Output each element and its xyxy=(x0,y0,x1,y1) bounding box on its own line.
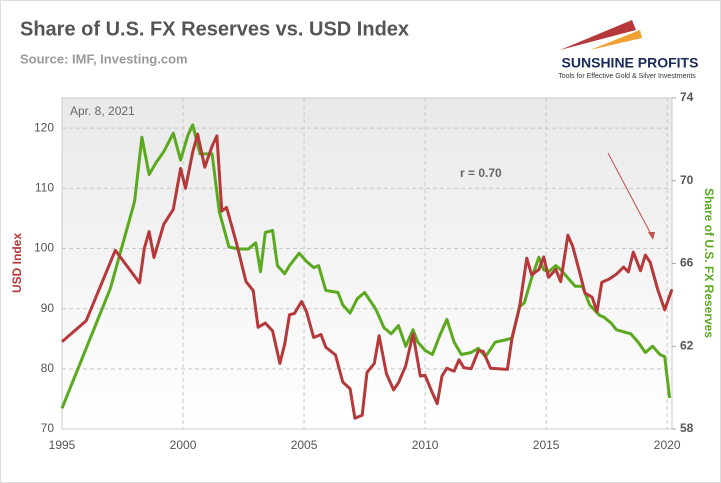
logo-swoosh xyxy=(590,30,642,50)
y2-axis-label: Share of U.S. FX Reserves xyxy=(702,188,716,338)
correlation-note: r = 0.70 xyxy=(460,166,502,180)
y-tick-label: 90 xyxy=(41,301,55,315)
x-tick-label: 2015 xyxy=(533,438,560,452)
logo: SUNSHINE PROFITS Tools for Effective Gol… xyxy=(558,20,698,80)
x-tick-label: 2005 xyxy=(291,438,318,452)
chart-title: Share of U.S. FX Reserves vs. USD Index xyxy=(20,18,409,40)
y-axis-label: USD Index xyxy=(10,233,24,293)
logo-swoosh xyxy=(560,20,636,50)
annotation-arrow xyxy=(607,152,654,239)
y2-tick-label: 62 xyxy=(680,338,694,352)
chart-subtitle: Source: IMF, Investing.com xyxy=(20,51,188,66)
x-tick-label: 2010 xyxy=(412,438,439,452)
y-tick-label: 70 xyxy=(41,421,55,435)
logo-tagline: Tools for Effective Gold & Silver Invest… xyxy=(558,73,696,80)
y2-tick-label: 66 xyxy=(680,256,694,270)
y-tick-label: 100 xyxy=(34,241,54,255)
date-note: Apr. 8, 2021 xyxy=(70,104,135,118)
x-tick-label: 2000 xyxy=(170,438,197,452)
x-tick-label: 1995 xyxy=(49,438,76,452)
y-tick-label: 110 xyxy=(35,180,54,194)
annotation-arrowhead xyxy=(648,232,655,240)
logo-name: SUNSHINE PROFITS xyxy=(562,55,699,71)
y-tick-label: 120 xyxy=(34,120,54,134)
y2-tick-label: 58 xyxy=(680,421,694,435)
series-line xyxy=(61,132,674,420)
y2-tick-label: 70 xyxy=(680,173,694,187)
y2-tick-label: 74 xyxy=(680,90,694,104)
x-tick-label: 2020 xyxy=(654,438,681,452)
y-tick-label: 80 xyxy=(41,361,55,375)
